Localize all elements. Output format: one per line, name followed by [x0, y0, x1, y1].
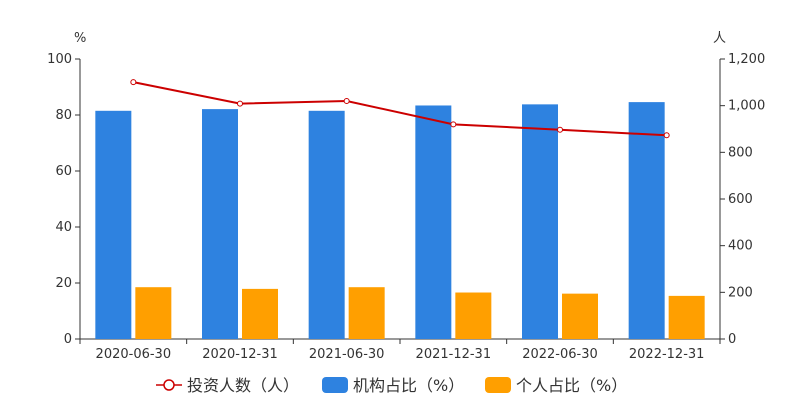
bar: [668, 295, 705, 339]
right-tick-label: 800: [728, 145, 753, 160]
line-series: [130, 79, 670, 139]
left-tick-label: 20: [55, 276, 72, 291]
legend-label: 个人占比（%）: [516, 376, 627, 395]
right-axis-unit: 人: [713, 31, 726, 46]
bars: [95, 102, 705, 340]
line-point: [237, 100, 243, 107]
line-path: [133, 81, 667, 137]
bar: [308, 110, 345, 339]
legend-swatch: [485, 377, 511, 393]
left-tick-label: 80: [55, 108, 72, 123]
bar: [522, 104, 558, 339]
right-tick-label: 1,200: [728, 52, 765, 67]
axes: 0 20 40 60 80 100 0 200 400 600 800 1,000 1,200 2020-…: [47, 52, 765, 362]
right-tick-label: 200: [728, 285, 753, 300]
right-tick-label: 600: [728, 192, 753, 207]
line-point: [343, 98, 350, 104]
bar: [562, 293, 598, 339]
left-tick-label: 0: [64, 332, 72, 347]
left-axis-unit: %: [74, 31, 86, 46]
right-tick-label: 1,000: [728, 99, 765, 114]
x-tick-label: 2020-12-31: [202, 347, 278, 362]
line-point: [557, 126, 563, 133]
x-tick-label: 2021-12-31: [416, 347, 492, 362]
left-tick-label: 100: [47, 52, 72, 67]
right-tick-label: 0: [728, 332, 736, 347]
legend-label: 机构占比（%）: [353, 376, 464, 395]
line-point: [130, 79, 137, 86]
legend-label: 投资人数（人）: [187, 376, 299, 395]
bar: [242, 288, 278, 339]
line-point: [663, 132, 670, 139]
left-tick-label: 60: [55, 164, 72, 179]
x-tick-label: 2020-06-30: [96, 347, 172, 362]
bar: [628, 102, 665, 340]
bar: [455, 292, 492, 339]
line-point: [450, 121, 457, 128]
bar: [415, 105, 452, 339]
bar: [348, 287, 385, 339]
left-tick-label: 40: [55, 220, 72, 235]
bar: [95, 110, 132, 339]
x-tick-label: 2021-06-30: [309, 347, 385, 362]
right-tick-label: 400: [728, 239, 753, 254]
x-tick-label: 2022-12-31: [629, 347, 705, 362]
bar: [135, 287, 172, 339]
legend-swatch: [322, 377, 348, 393]
x-tick-label: 2022-06-30: [522, 347, 598, 362]
legend: 投资人数（人） 机构占比（%） 个人占比（%）: [156, 376, 627, 395]
bar: [202, 109, 238, 340]
legend-line-point-marker: [163, 379, 175, 391]
